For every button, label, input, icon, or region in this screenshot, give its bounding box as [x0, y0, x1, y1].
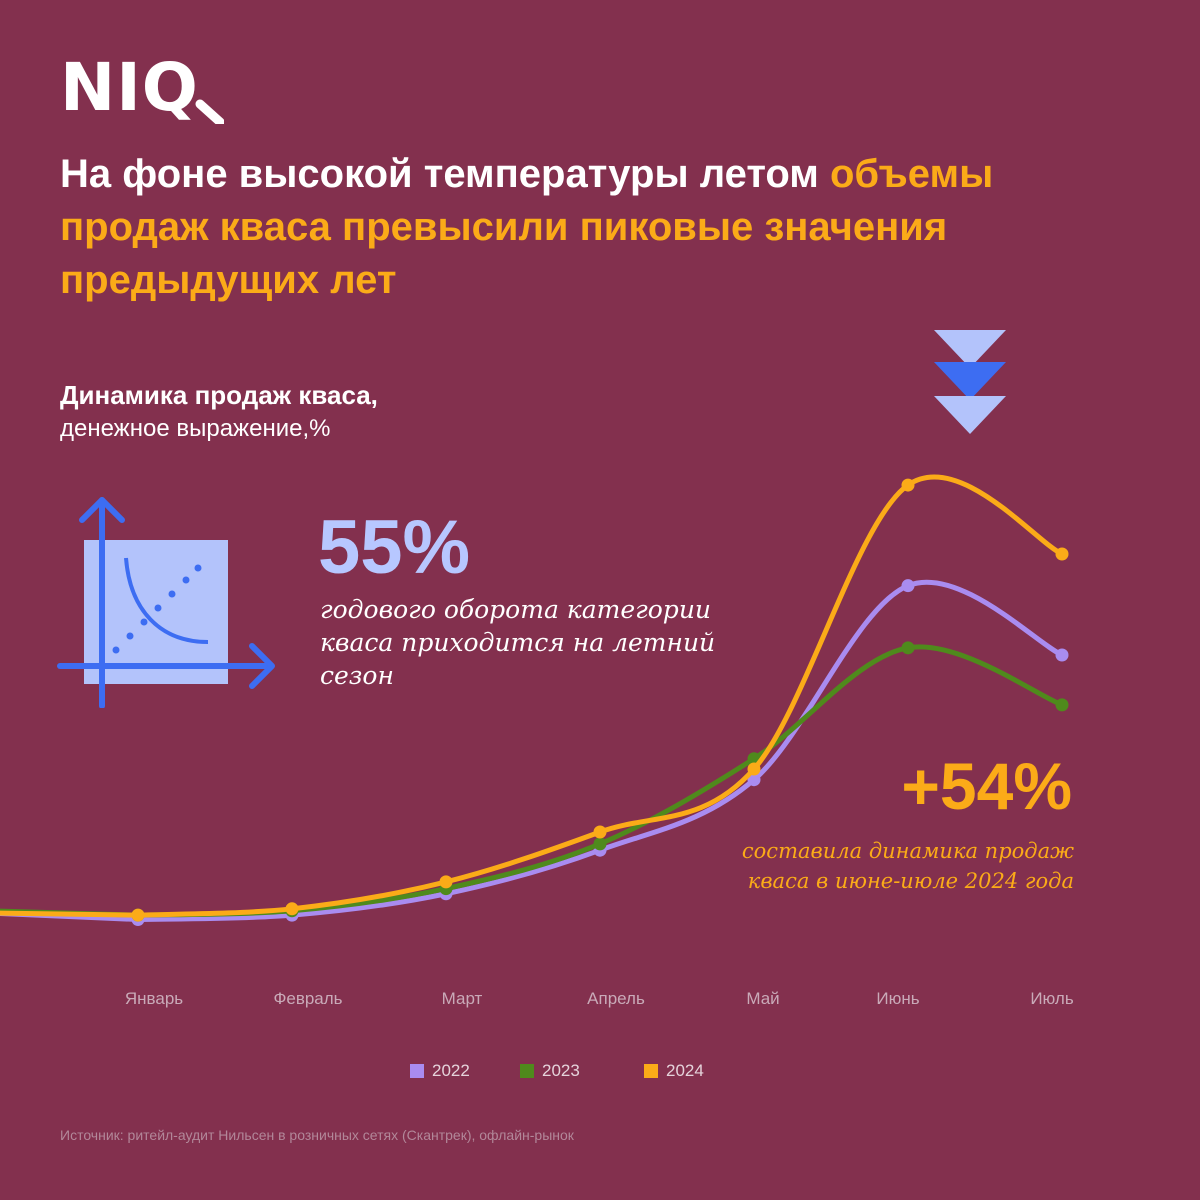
legend-item-2023: 2023 [520, 1061, 644, 1081]
data-point-2024-4 [593, 825, 607, 839]
month-label: Июль [1030, 989, 1074, 1008]
growth-description: составила динамика продаж кваса в июне-и… [741, 839, 1074, 893]
data-point-2022-6 [901, 579, 915, 593]
chart-unit: денежное выражение,% [60, 415, 331, 442]
data-point-2024-7 [1055, 547, 1069, 561]
month-label: Апрель [587, 989, 645, 1008]
legend-swatch-2023 [520, 1064, 534, 1078]
niq-logo: NIQ [60, 52, 224, 124]
legend-label-2022: 2022 [432, 1061, 470, 1080]
title-part-white: На фоне высокой температуры летом [60, 152, 830, 196]
chart-legend: 2022 2023 2024 [410, 1061, 704, 1081]
legend-item-2024: 2024 [644, 1061, 704, 1081]
page-title: На фоне высокой температуры летом объемы… [60, 148, 1150, 307]
chart-title: Динамика продаж кваса, [60, 380, 378, 410]
legend-label-2023: 2023 [542, 1061, 580, 1080]
legend-label-2024: 2024 [666, 1061, 704, 1080]
growth-value: +54% [901, 749, 1072, 823]
data-point-2022-7 [1055, 648, 1069, 662]
logo-text: NIQ [60, 52, 199, 124]
stat-description: годового оборота категории кваса приходи… [320, 595, 716, 690]
data-point-2024-3 [439, 875, 453, 889]
title-part-highlight: объемы продаж кваса превысили пиковые зн… [60, 152, 994, 302]
month-label: Февраль [273, 989, 342, 1008]
data-point-2023-4 [593, 837, 607, 851]
data-point-2024-1 [131, 908, 145, 922]
data-point-2024-2 [285, 902, 299, 916]
stat-value: 55% [318, 505, 471, 590]
scatter-axes-icon [57, 497, 275, 708]
month-label: Январь [125, 989, 183, 1008]
legend-item-2022: 2022 [410, 1061, 520, 1081]
source-note: Источник: ритейл-аудит Нильсен в розничн… [60, 1127, 574, 1143]
data-point-2023-6 [901, 641, 915, 655]
chart-subtitle: Динамика продаж кваса, денежное выражени… [60, 378, 660, 446]
triple-chevron-down-icon [934, 330, 1006, 434]
month-label: Июнь [876, 989, 919, 1008]
data-point-2023-7 [1055, 698, 1069, 712]
month-label: Май [746, 989, 779, 1008]
month-label: Март [442, 989, 483, 1008]
data-point-2022-5 [747, 773, 761, 787]
legend-swatch-2022 [410, 1064, 424, 1078]
data-point-2024-5 [747, 762, 761, 776]
data-point-2024-6 [901, 478, 915, 492]
legend-swatch-2024 [644, 1064, 658, 1078]
